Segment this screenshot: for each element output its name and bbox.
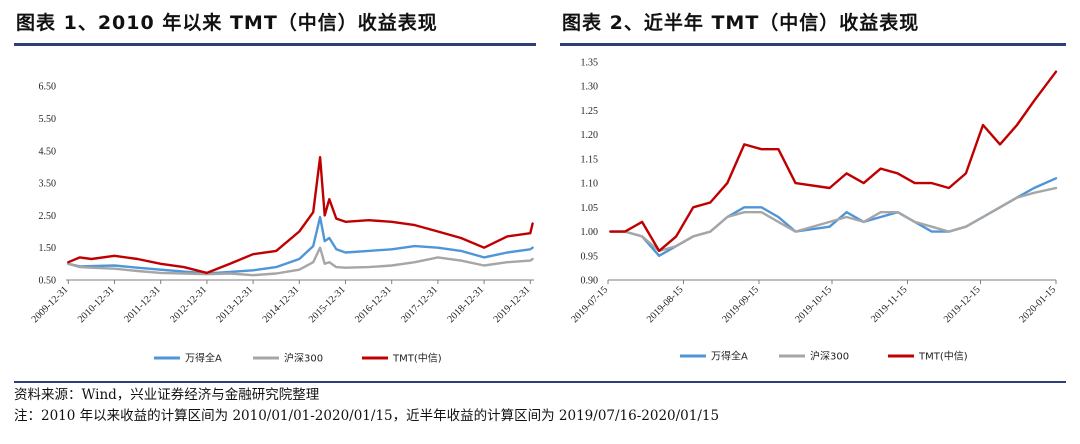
y-tick-label: 1.05 bbox=[581, 203, 599, 214]
x-tick-label: 2014-12-31 bbox=[261, 284, 302, 325]
y-tick-label: 0.95 bbox=[581, 251, 599, 262]
x-tick-label: 2012-12-31 bbox=[168, 284, 209, 325]
y-tick-label: 1.50 bbox=[39, 243, 57, 254]
y-tick-label: 1.10 bbox=[581, 179, 599, 190]
x-tick-label: 2013-12-31 bbox=[214, 284, 255, 325]
x-tick-label: 2019-12-15 bbox=[942, 284, 983, 325]
legend-label: 沪深300 bbox=[810, 350, 849, 363]
title-divider bbox=[560, 43, 1066, 46]
y-tick-label: 1.00 bbox=[581, 227, 599, 238]
legend-label: 万得全A bbox=[711, 350, 748, 363]
x-tick-label: 2016-12-31 bbox=[353, 284, 394, 325]
legend-label: 沪深300 bbox=[284, 352, 323, 365]
source-text: 资料来源：Wind，兴业证券经济与金融研究院整理 bbox=[14, 387, 320, 403]
y-tick-label: 4.50 bbox=[39, 146, 57, 157]
series-line bbox=[67, 155, 534, 275]
x-tick-label: 2019-10-15 bbox=[793, 284, 834, 325]
series-line bbox=[609, 186, 1058, 253]
y-tick-label: 0.90 bbox=[581, 276, 599, 287]
note-text: 注：2010 年以来收益的计算区间为 2010/01/01-2020/01/15… bbox=[14, 408, 720, 424]
x-tick-label: 2009-12-31 bbox=[30, 284, 71, 325]
x-tick-label: 2019-08-15 bbox=[645, 284, 686, 325]
legend-label: TMT(中信) bbox=[918, 350, 968, 363]
x-tick-label: 2019-09-15 bbox=[720, 284, 761, 325]
y-tick-label: 1.20 bbox=[581, 130, 599, 141]
y-tick-label: 1.35 bbox=[581, 58, 599, 69]
y-tick-label: 2.50 bbox=[39, 211, 57, 222]
footer-divider bbox=[14, 381, 1066, 383]
y-tick-label: 3.50 bbox=[39, 179, 57, 190]
y-tick-label: 6.50 bbox=[39, 82, 57, 93]
x-tick-label: 2018-12-31 bbox=[445, 284, 486, 325]
series-line bbox=[67, 215, 534, 275]
x-tick-label: 2010-12-31 bbox=[76, 284, 117, 325]
y-tick-label: 1.25 bbox=[581, 106, 599, 117]
x-tick-label: 2011-12-31 bbox=[122, 284, 163, 325]
chart-title: 图表 2、近半年 TMT（中信）收益表现 bbox=[562, 12, 920, 34]
x-tick-label: 2019-11-15 bbox=[869, 284, 910, 325]
x-tick-label: 2015-12-31 bbox=[307, 284, 348, 325]
chart-title: 图表 1、2010 年以来 TMT（中信）收益表现 bbox=[16, 12, 438, 34]
series-line bbox=[67, 246, 534, 277]
line-chart-half-year: 1.35 1.30 1.25 1.20 1.15 1.10 1.05 1.00 0.95 0.90… bbox=[569, 58, 1058, 363]
footer-notes: 资料来源：Wind，兴业证券经济与金融研究院整理 注：2010 年以来收益的计算… bbox=[14, 385, 719, 427]
x-tick-label: 2019-07-15 bbox=[569, 284, 610, 325]
y-tick-label: 1.30 bbox=[581, 82, 599, 93]
title-divider bbox=[14, 43, 536, 46]
x-tick-label: 2019-12-31 bbox=[492, 284, 533, 325]
x-tick-label: 2020-01-15 bbox=[1017, 284, 1058, 325]
y-tick-label: 0.50 bbox=[39, 276, 57, 287]
legend-label: 万得全A bbox=[185, 352, 222, 365]
x-tick-label: 2017-12-31 bbox=[399, 284, 440, 325]
series-line bbox=[609, 70, 1058, 253]
y-tick-label: 5.50 bbox=[39, 114, 57, 125]
legend-label: TMT(中信) bbox=[392, 352, 442, 365]
y-tick-label: 1.15 bbox=[581, 154, 599, 165]
